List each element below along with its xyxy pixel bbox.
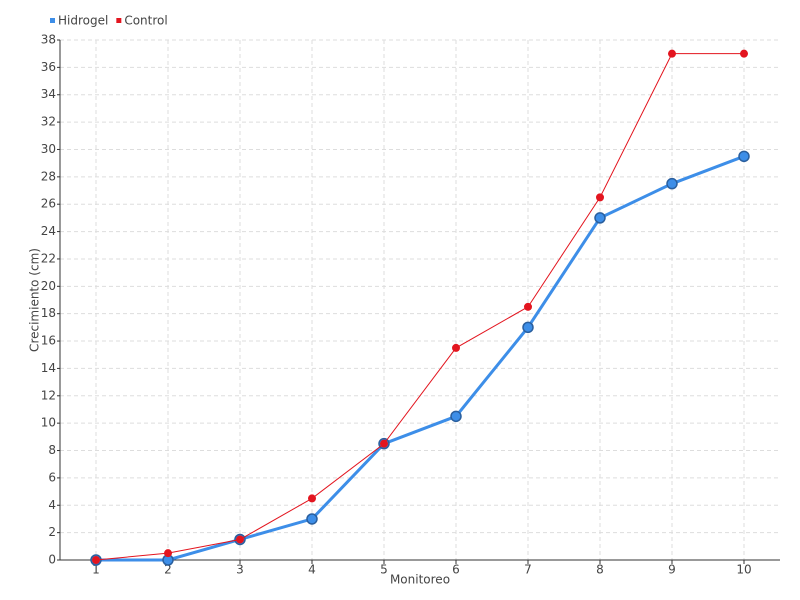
y-tick-label: 6	[48, 470, 56, 484]
y-tick-label: 4	[48, 498, 56, 512]
y-tick-label: 0	[48, 553, 56, 567]
data-point	[452, 343, 460, 352]
y-tick-label: 38	[41, 33, 56, 47]
data-point	[524, 302, 532, 311]
data-point	[450, 410, 462, 423]
x-tick-label: 7	[524, 563, 532, 577]
y-tick-label: 18	[41, 306, 56, 320]
x-tick-label: 6	[452, 563, 460, 577]
y-tick-label: 8	[48, 443, 56, 457]
y-tick-label: 14	[41, 361, 56, 375]
y-tick-label: 32	[41, 115, 56, 129]
legend-label: Hidrogel	[58, 14, 108, 28]
legend-swatch	[50, 18, 55, 23]
y-tick-label: 22	[41, 251, 56, 265]
data-point	[236, 535, 244, 544]
y-tick-label: 2	[48, 525, 56, 539]
x-tick-label: 5	[380, 563, 388, 577]
data-point	[740, 49, 748, 58]
x-tick-label: 4	[308, 563, 316, 577]
data-point	[596, 193, 604, 202]
data-point	[164, 549, 172, 558]
x-tick-label: 1	[92, 563, 100, 577]
y-tick-label: 28	[41, 169, 56, 183]
data-point	[306, 513, 318, 525]
y-tick-label: 16	[41, 334, 56, 348]
legend-swatch	[116, 18, 122, 23]
x-tick-label: 10	[736, 563, 751, 577]
data-point	[380, 439, 388, 448]
y-tick-label: 10	[41, 416, 56, 430]
x-tick-label: 2	[164, 563, 172, 577]
y-tick-label: 12	[41, 388, 56, 402]
series-line	[95, 53, 744, 561]
legend-label: Control	[124, 14, 167, 28]
y-axis-title: Crecimiento (cm)	[28, 248, 42, 352]
data-point	[668, 49, 676, 58]
data-point	[738, 150, 750, 163]
y-tick-label: 36	[41, 60, 56, 74]
series-line	[96, 154, 745, 562]
data-point	[308, 494, 316, 503]
data-point	[666, 177, 678, 190]
y-tick-label: 26	[41, 197, 56, 211]
y-tick-label: 24	[41, 224, 56, 238]
y-tick-label: 34	[41, 87, 56, 101]
data-point	[594, 212, 606, 224]
y-tick-label: 30	[41, 142, 56, 156]
data-point	[522, 321, 534, 334]
x-axis-title: Monitoreo	[390, 573, 450, 587]
x-tick-label: 8	[596, 563, 604, 577]
x-tick-label: 9	[668, 563, 676, 577]
x-tick-label: 3	[236, 563, 244, 577]
y-tick-label: 20	[41, 279, 56, 293]
data-point	[92, 556, 100, 564]
